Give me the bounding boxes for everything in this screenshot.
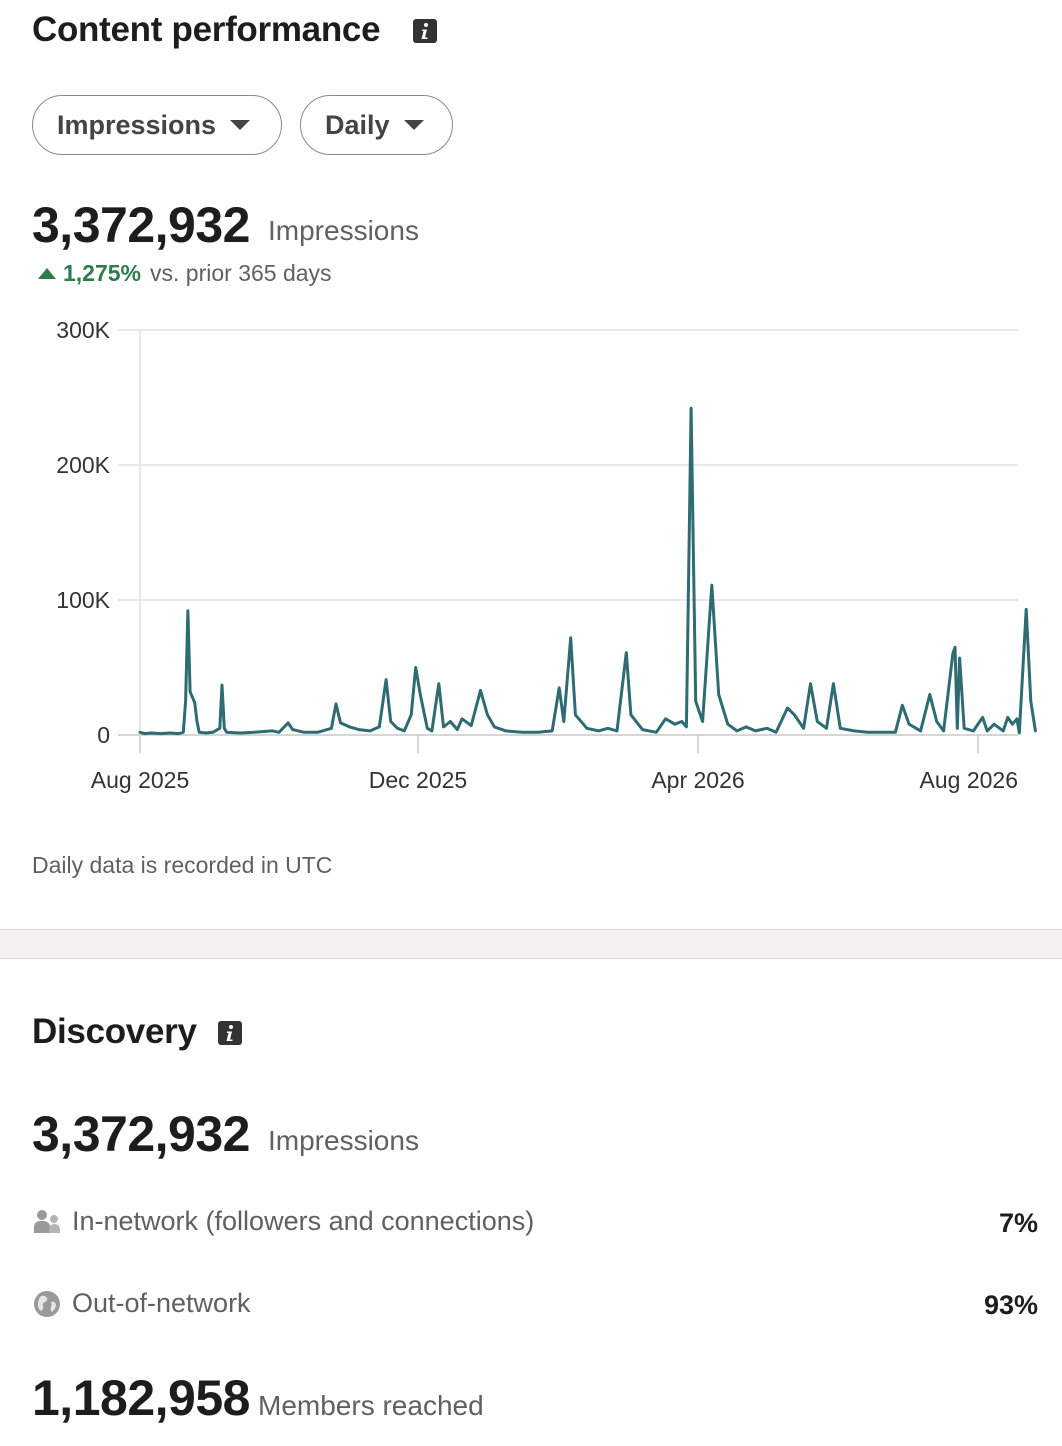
impressions-total: 3,372,932 bbox=[32, 197, 250, 253]
impressions-line-chart: 0 100K 200K 300K Aug 2025 Dec 2025 Apr 2026 Aug… bbox=[56, 317, 1037, 793]
globe-icon bbox=[34, 1291, 60, 1317]
out-of-network-label: Out-of-network bbox=[72, 1288, 251, 1318]
in-network-percent: 7% bbox=[998, 1208, 1038, 1238]
caret-down-icon bbox=[230, 120, 251, 130]
section-divider bbox=[0, 929, 1062, 959]
y-tick-label: 100K bbox=[56, 587, 110, 613]
y-tick-label: 0 bbox=[97, 722, 110, 748]
impressions-series-line bbox=[138, 406, 1037, 736]
in-network-label: In-network (followers and connections) bbox=[72, 1206, 535, 1236]
members-reached-total: 1,182,958 bbox=[32, 1370, 250, 1426]
period-dropdown[interactable]: Daily bbox=[300, 95, 453, 155]
y-tick-label: 300K bbox=[56, 317, 110, 343]
x-tick-label: Dec 2025 bbox=[369, 767, 467, 793]
discovery-title: Discovery bbox=[32, 1012, 197, 1051]
metric-dropdown-label: Impressions bbox=[57, 109, 217, 140]
discovery-impressions-total: 3,372,932 bbox=[32, 1106, 250, 1162]
content-performance-title: Content performance bbox=[32, 10, 381, 49]
members-reached-label: Members reached bbox=[258, 1390, 484, 1421]
info-icon[interactable] bbox=[218, 1021, 242, 1045]
people-icon bbox=[34, 1210, 60, 1233]
impressions-unit: Impressions bbox=[268, 215, 419, 246]
metric-dropdown[interactable]: Impressions bbox=[32, 95, 282, 155]
y-tick-label: 200K bbox=[56, 452, 110, 478]
trend-indicator: 1,275% vs. prior 365 days bbox=[38, 260, 332, 287]
x-tick-label: Aug 2025 bbox=[91, 767, 189, 793]
utc-note: Daily data is recorded in UTC bbox=[32, 852, 333, 878]
discovery-card: Discovery 3,372,932 Impressions In-netwo… bbox=[0, 959, 1062, 1446]
x-tick-label: Apr 2026 bbox=[651, 767, 744, 793]
trend-up-icon bbox=[38, 268, 56, 279]
trend-percent: 1,275% bbox=[63, 260, 142, 286]
out-of-network-row: Out-of-network 93% bbox=[32, 1285, 1038, 1325]
caret-down-icon bbox=[403, 120, 424, 130]
info-icon[interactable] bbox=[413, 19, 437, 43]
content-performance-card: Content performance Impressions Daily 3,… bbox=[32, 10, 1037, 878]
in-network-row: In-network (followers and connections) 7… bbox=[32, 1203, 1038, 1243]
x-tick-label: Aug 2026 bbox=[920, 767, 1018, 793]
out-of-network-percent: 93% bbox=[983, 1290, 1038, 1320]
discovery-impressions-unit: Impressions bbox=[268, 1125, 419, 1156]
period-dropdown-label: Daily bbox=[325, 109, 390, 140]
trend-comparison-label: vs. prior 365 days bbox=[150, 260, 332, 286]
